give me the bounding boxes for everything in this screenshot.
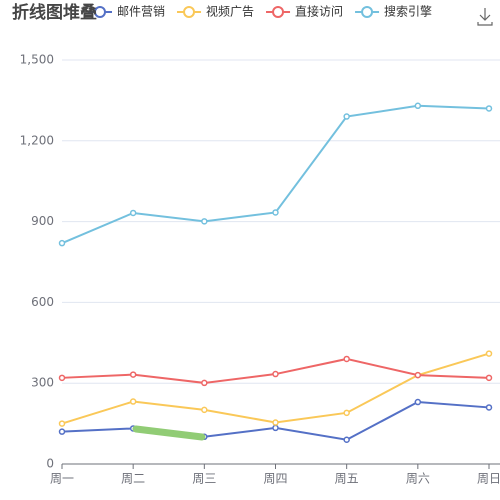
legend-marker bbox=[361, 6, 374, 18]
y-tick-label: 900 bbox=[31, 214, 54, 228]
data-point bbox=[485, 350, 493, 357]
data-point bbox=[272, 419, 279, 426]
legend-label: 邮件营销 bbox=[117, 5, 165, 19]
data-point bbox=[272, 209, 279, 216]
y-tick-label: 1,500 bbox=[20, 53, 54, 67]
data-point bbox=[343, 436, 350, 444]
legend-marker bbox=[94, 6, 106, 18]
data-point bbox=[129, 398, 137, 405]
y-tick-label: 300 bbox=[31, 376, 54, 390]
chart-title: 折线图堆叠 bbox=[12, 2, 97, 23]
x-tick-label: 周三 bbox=[192, 472, 216, 486]
legend-marker bbox=[183, 6, 196, 18]
x-tick-label: 周一 bbox=[50, 472, 74, 486]
data-point bbox=[201, 218, 208, 225]
x-tick-label: 周二 bbox=[121, 472, 145, 486]
data-point bbox=[485, 105, 493, 112]
data-point bbox=[129, 209, 137, 217]
data-point bbox=[272, 370, 279, 378]
data-point bbox=[58, 420, 66, 427]
data-point bbox=[414, 398, 422, 406]
data-point bbox=[485, 404, 493, 411]
data-point bbox=[343, 355, 350, 363]
data-point bbox=[343, 409, 350, 417]
x-tick-label: 周六 bbox=[406, 472, 430, 486]
data-point bbox=[201, 379, 208, 387]
data-point bbox=[58, 428, 66, 435]
data-point bbox=[485, 374, 493, 382]
legend-marker bbox=[272, 6, 285, 18]
data-point bbox=[58, 374, 66, 382]
download-icon[interactable] bbox=[477, 8, 493, 26]
data-point bbox=[414, 371, 422, 379]
legend-label: 直接访问 bbox=[295, 4, 343, 19]
legend: 邮件营销 视频广告 直接访问 搜索引擎 bbox=[88, 4, 432, 19]
data-point bbox=[58, 239, 66, 247]
data-point bbox=[201, 406, 208, 414]
data-point bbox=[414, 102, 422, 110]
legend-label: 搜索引擎 bbox=[384, 4, 432, 19]
y-tick-label: 0 bbox=[46, 457, 54, 471]
x-tick-label: 周四 bbox=[263, 472, 287, 486]
y-tick-label: 600 bbox=[31, 295, 54, 309]
data-point bbox=[272, 424, 279, 432]
legend-label: 视频广告 bbox=[206, 4, 254, 19]
highlight bbox=[132, 425, 206, 441]
data-point bbox=[129, 371, 137, 378]
data-point bbox=[343, 113, 350, 120]
x-tick-label: 周五 bbox=[335, 472, 359, 486]
x-tick-label: 周日 bbox=[477, 472, 500, 486]
y-tick-label: 1,200 bbox=[20, 133, 54, 147]
